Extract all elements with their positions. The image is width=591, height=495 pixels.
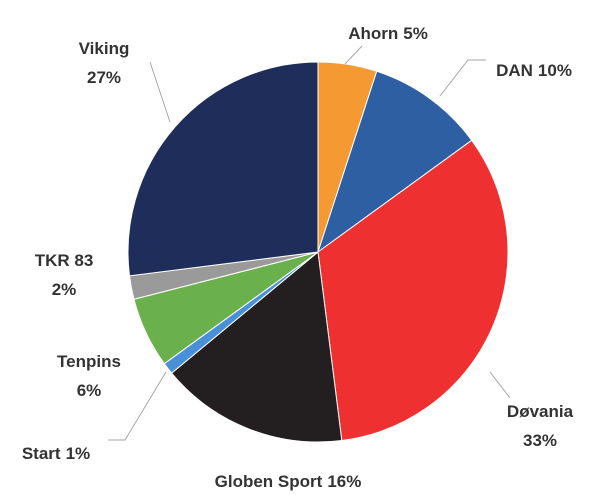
- slice-name: Start: [22, 444, 61, 463]
- slice-label: TKR 83 2%: [35, 251, 94, 299]
- slice-name: Tenpins: [57, 352, 121, 371]
- slice-label: Tenpins 6%: [57, 352, 121, 400]
- slice-name: Ahorn: [348, 24, 398, 43]
- slice-label: Døvania 33%: [507, 402, 574, 450]
- pie-slice: [170, 251, 343, 443]
- slice-percent: 10%: [538, 61, 572, 80]
- slice-percent: 16%: [327, 472, 361, 491]
- slice-label: DAN 10%: [496, 61, 572, 80]
- slice-percent: 5%: [403, 24, 428, 43]
- slice-label: Ahorn 5%: [348, 24, 428, 43]
- leader-line: [439, 59, 486, 97]
- slice-percent: 1%: [66, 444, 91, 463]
- leader-line: [108, 371, 167, 441]
- slice-name: DAN: [496, 61, 533, 80]
- slice-percent: 27%: [87, 68, 121, 87]
- slice-percent: 6%: [77, 381, 102, 400]
- pie-slice: [317, 70, 473, 254]
- leader-line: [489, 371, 511, 399]
- leader-line: [149, 61, 171, 123]
- slice-name: Døvania: [507, 402, 574, 421]
- slice-label: Viking 27%: [79, 39, 130, 87]
- slice-label: Start 1%: [22, 444, 90, 463]
- slice-name: TKR 83: [35, 251, 94, 270]
- slice-percent: 2%: [52, 280, 77, 299]
- slice-percent: 33%: [523, 431, 557, 450]
- slice-name: Globen Sport: [215, 472, 323, 491]
- leader-line: [344, 45, 363, 65]
- slice-name: Viking: [79, 39, 130, 58]
- pie-slice: [317, 139, 509, 442]
- slice-label: Globen Sport 16%: [215, 472, 362, 491]
- pie-slice: [127, 61, 319, 277]
